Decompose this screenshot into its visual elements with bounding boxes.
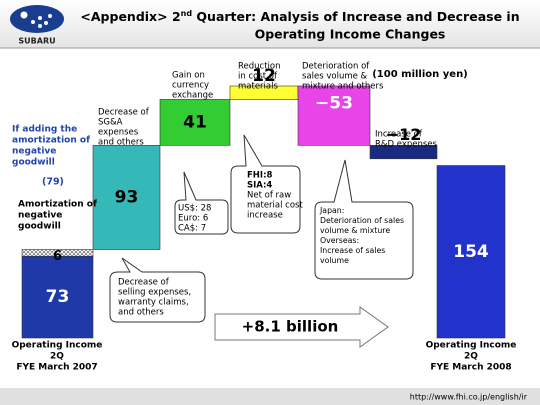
value-label: 154 <box>453 242 489 262</box>
callout-text: CA$: 7 <box>178 224 206 234</box>
category-label: R&D expenses <box>375 140 438 150</box>
bar <box>297 85 371 146</box>
bar <box>92 145 161 250</box>
callout-text: increase <box>247 211 283 221</box>
callout-text: warranty claims, <box>118 298 189 308</box>
callout-text: selling expenses, <box>118 288 191 298</box>
category-label: currency <box>172 81 209 91</box>
annotation: (79) <box>42 177 64 188</box>
callout <box>109 257 206 323</box>
category-label: FYE March 2007 <box>16 363 97 373</box>
annotation: negative <box>12 147 56 157</box>
logo-mark <box>10 5 64 33</box>
callout-text: material cost <box>247 201 303 211</box>
category-label: Reduction <box>238 62 281 72</box>
bar <box>369 145 438 160</box>
category-label: 2Q <box>50 352 64 362</box>
callout-text: Overseas: <box>320 236 359 245</box>
category-label: mixture and others <box>302 82 384 92</box>
logo-text: SUBARU <box>18 37 55 46</box>
annotation: goodwill <box>18 222 61 232</box>
category-label: FYE March 2008 <box>430 363 511 373</box>
units: (100 million yen) <box>372 69 468 80</box>
category-label: and others <box>98 138 144 148</box>
logo-stars <box>20 11 52 28</box>
footer <box>0 388 540 405</box>
footer-url: http://www.fhi.co.jp/english/ir <box>410 393 528 402</box>
bar <box>159 99 231 146</box>
value-label: −12 <box>386 125 422 144</box>
callout-text: Net of raw <box>247 191 291 201</box>
annotation: Amortization of <box>18 200 97 210</box>
annotation: If adding the <box>12 125 77 135</box>
category-label: materials <box>238 82 278 92</box>
annotation: goodwill <box>12 158 55 168</box>
value-label: 6 <box>53 249 62 264</box>
callout <box>314 159 414 280</box>
category-label: in cost of <box>238 72 278 82</box>
category-label: Gain on <box>172 71 205 81</box>
category-label: expenses <box>98 128 139 138</box>
callout-text: Increase of sales <box>320 246 385 255</box>
callout-text: US$: 28 <box>178 204 211 214</box>
value-label: 73 <box>46 287 70 307</box>
bar <box>21 255 94 339</box>
category-label: SG&A <box>98 118 123 128</box>
callout-text: FHI:8 <box>247 171 272 181</box>
category-label: Operating Income <box>426 341 517 351</box>
value-label: 93 <box>115 187 139 207</box>
category-label: Decrease of <box>98 108 150 118</box>
callout-text: volume <box>320 256 349 265</box>
annotation: amortization of <box>12 136 90 146</box>
callout-text: and others <box>118 308 164 318</box>
amortization-bar <box>21 249 94 257</box>
title-line: <Appendix> 2nd Quarter: Analysis of Incr… <box>80 9 519 24</box>
value-label: −53 <box>315 94 353 114</box>
callout <box>174 171 229 235</box>
value-label: 12 <box>252 66 276 86</box>
callout-text: Japan: <box>319 206 344 215</box>
arrow-label: +8.1 billion <box>242 318 339 336</box>
value-label: 41 <box>183 112 207 132</box>
arrow <box>214 306 389 348</box>
category-label: Increase of <box>375 130 423 140</box>
header <box>0 0 540 48</box>
callout-text: volume & mixture <box>320 226 390 235</box>
callout <box>230 134 301 234</box>
title-line: Operating Income Changes <box>255 27 446 42</box>
bar <box>436 165 506 339</box>
category-label: sales volume & <box>302 72 368 82</box>
callout-text: SIA:4 <box>247 181 272 191</box>
callout-text: Euro: 6 <box>178 214 208 224</box>
category-label: Deterioration of <box>302 62 370 72</box>
category-label: exchange <box>172 91 213 101</box>
callout-text: Deterioration of sales <box>320 216 404 225</box>
annotation: negative <box>18 211 62 221</box>
category-label: Operating Income <box>12 341 103 351</box>
category-label: 2Q <box>464 352 478 362</box>
callout-text: Decrease of <box>118 278 170 288</box>
